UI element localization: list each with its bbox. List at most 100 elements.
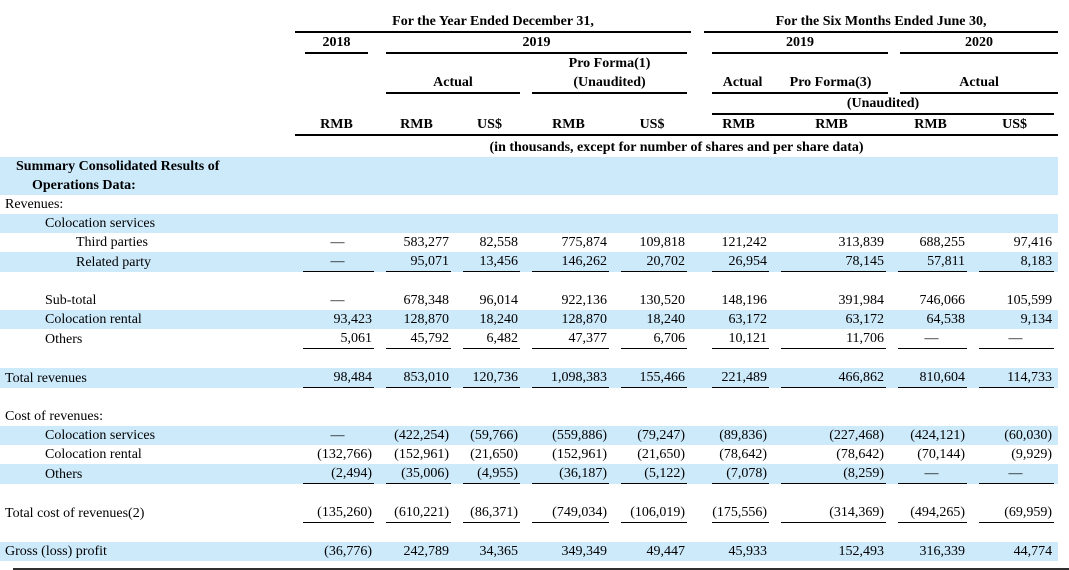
cell-value (704, 484, 773, 503)
cell-value (890, 272, 971, 291)
group-gap (691, 349, 704, 368)
table-row: Gross (loss) profit (36,776) 242,789 34,365… (0, 542, 1059, 561)
cell-value (295, 195, 378, 214)
cell-value (971, 157, 1059, 176)
cell-value (971, 523, 1058, 542)
cell-value (773, 388, 890, 407)
cell-value: 466,862 (773, 368, 891, 388)
cell-value (524, 349, 613, 368)
row-label: Sub-total (45, 293, 97, 308)
row-label (0, 484, 295, 503)
cell-value: 128,870 (378, 310, 455, 329)
group-gap (691, 329, 704, 349)
group-gap (691, 291, 704, 310)
cell-value (378, 407, 455, 426)
cell-value: (424,121) (890, 426, 972, 445)
header-group-row: For the Year Ended December 31, For the … (0, 12, 1059, 33)
col-proforma-sm2019: Pro Forma(3) (773, 54, 890, 94)
cell-value: 10,121 (704, 329, 773, 349)
cell-value: 13,456 (455, 252, 524, 272)
cell-value: — (330, 293, 345, 308)
cell-value (773, 272, 890, 291)
cell-value (971, 272, 1058, 291)
cell-value (890, 407, 971, 426)
row-label: Others (45, 332, 83, 347)
proforma1-label: Pro Forma(1) (568, 56, 651, 71)
row-label: Total cost of revenues(2) (5, 506, 145, 521)
cell-value (773, 176, 891, 195)
cell-value: 105,599 (1006, 293, 1053, 308)
cell-value (524, 484, 613, 503)
table-row: Colocation services (0, 214, 1059, 233)
cell-value: 114,733 (971, 368, 1059, 388)
group-gap (691, 272, 704, 291)
header-unaudited-row: (Unaudited) (0, 94, 1058, 115)
cell-value: 121,242 (721, 235, 768, 250)
cell-value: (69,959) (971, 503, 1058, 523)
group-gap (691, 310, 705, 329)
table-row: Total cost of revenues(2) (135,260) (610,2… (0, 503, 1058, 523)
year-2018: 2018 (295, 32, 378, 54)
group-gap (691, 368, 705, 388)
cell-value (295, 484, 378, 503)
group-gap (691, 445, 704, 464)
cell-value (378, 195, 455, 214)
header-spacer (0, 12, 295, 32)
cell-value: — (295, 252, 378, 272)
table-row: Colocation rental (132,766) (152,961) (21,6… (0, 445, 1058, 464)
cell-value (613, 407, 691, 426)
cell-value: (35,006) (378, 464, 455, 484)
cell-value (295, 407, 378, 426)
currency-usd: US$ (971, 115, 1059, 136)
cell-value (295, 176, 378, 195)
cell-value: 34,365 (455, 542, 524, 561)
row-label: Third parties (76, 235, 148, 250)
unaudited-label: (Unaudited) (573, 75, 646, 90)
cell-value (524, 523, 613, 542)
cell-value: (36,187) (524, 464, 613, 484)
cell-value: 391,984 (838, 293, 885, 308)
cell-value (455, 214, 524, 233)
cell-value: (2,494) (295, 464, 378, 484)
cell-value: 11,706 (773, 329, 890, 349)
cell-value (613, 349, 691, 368)
row-label: Related party (0, 252, 295, 272)
cell-value (704, 523, 773, 542)
cell-value: 810,604 (890, 368, 972, 388)
cell-value (613, 523, 691, 542)
cell-value (704, 157, 774, 176)
units-row: (in thousands, except for number of shar… (0, 135, 1058, 157)
currency-rmb: RMB (773, 115, 891, 136)
cell-value: 583,277 (403, 235, 450, 250)
cell-value (613, 157, 692, 176)
cell-value (524, 157, 613, 176)
col-actual-sm2019: Actual (704, 54, 774, 94)
table-row: Others 5,061 45,792 6,482 47,377 6,706 10,121 1… (0, 329, 1058, 349)
group-gap (691, 195, 704, 214)
cell-value: 130,520 (639, 293, 686, 308)
cell-value (971, 484, 1058, 503)
row-label (0, 349, 295, 368)
cell-value (455, 388, 524, 407)
group-gap (691, 233, 704, 252)
cell-value (455, 407, 524, 426)
cell-value: — (971, 464, 1059, 484)
header-currency-row: RMB RMB US$ RMB US$ RMB RMB RMB US$ (0, 115, 1059, 136)
cell-value: 63,172 (773, 310, 891, 329)
group-gap (691, 32, 704, 54)
cell-value (971, 407, 1058, 426)
cell-value (295, 523, 378, 542)
cell-value: 922,136 (561, 293, 608, 308)
cell-value: 47,377 (524, 329, 613, 349)
six-months-2019: 2019 (704, 32, 890, 54)
cell-value: (175,556) (704, 503, 773, 523)
cell-value: 45,792 (378, 329, 455, 349)
table-row: Cost of revenues: (0, 407, 1058, 426)
group-gap (691, 426, 705, 445)
group-gap (691, 54, 704, 94)
cell-value (378, 272, 455, 291)
cell-value (773, 484, 890, 503)
row-label: Colocation rental (0, 310, 295, 329)
cell-value: 152,493 (773, 542, 891, 561)
cell-value (455, 176, 524, 195)
